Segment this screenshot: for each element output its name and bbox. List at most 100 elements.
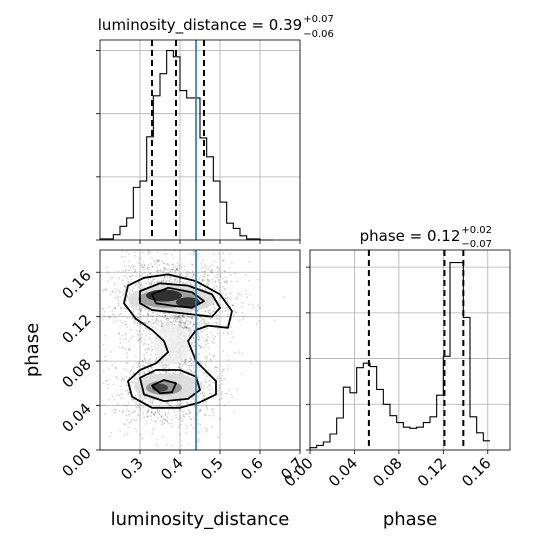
- panel-frame: [99, 249, 301, 451]
- scatter-point: [110, 351, 112, 353]
- scatter-point: [146, 348, 149, 350]
- scatter-point: [205, 358, 208, 361]
- scatter-point: [187, 320, 190, 323]
- scatter-point: [193, 416, 195, 419]
- scatter-point: [147, 278, 150, 280]
- scatter-point: [152, 399, 155, 402]
- scatter-point: [131, 411, 134, 414]
- scatter-point: [159, 319, 162, 322]
- scatter-point: [196, 440, 199, 443]
- scatter-point: [142, 361, 145, 363]
- scatter-point: [124, 285, 126, 288]
- scatter-point: [108, 398, 111, 401]
- scatter-point: [144, 362, 147, 364]
- scatter-point: [165, 443, 168, 446]
- scatter-point: [120, 392, 123, 395]
- scatter-point: [225, 324, 228, 327]
- scatter-point: [130, 369, 133, 372]
- scatter-point: [113, 412, 116, 415]
- scatter-point: [147, 250, 150, 252]
- scatter-point: [216, 273, 219, 276]
- scatter-point: [184, 275, 187, 278]
- scatter-point: [137, 413, 140, 416]
- scatter-point: [146, 410, 149, 413]
- scatter-point: [190, 329, 192, 332]
- scatter-point: [153, 260, 156, 263]
- scatter-point: [135, 429, 138, 432]
- scatter-point: [225, 307, 228, 309]
- scatter-point: [171, 425, 173, 428]
- scatter-point: [158, 228, 160, 230]
- scatter-point: [169, 404, 172, 407]
- scatter-point: [244, 289, 247, 292]
- scatter-point: [216, 276, 218, 279]
- scatter-point: [111, 409, 114, 412]
- scatter-point: [192, 364, 195, 367]
- scatter-point: [181, 315, 184, 317]
- scatter-point: [117, 270, 120, 273]
- scatter-point: [151, 326, 154, 329]
- scatter-point: [180, 367, 183, 370]
- scatter-point: [146, 351, 149, 354]
- scatter-point: [142, 266, 145, 269]
- scatter-point: [205, 378, 208, 381]
- scatter-point: [114, 375, 117, 378]
- scatter-point: [204, 339, 207, 342]
- scatter-point: [131, 398, 134, 401]
- x-tick-label: 0.04: [325, 454, 361, 490]
- scatter-point: [142, 406, 145, 409]
- scatter-point: [133, 265, 136, 268]
- scatter-point: [114, 316, 116, 319]
- scatter-point: [197, 376, 200, 379]
- scatter-point: [119, 337, 122, 340]
- contour-lines: [123, 273, 233, 409]
- scatter-point: [204, 322, 206, 325]
- scatter-point: [282, 296, 285, 299]
- scatter-point: [206, 335, 209, 338]
- scatter-point: [171, 322, 174, 325]
- scatter-point: [157, 417, 160, 419]
- scatter-point: [159, 372, 162, 375]
- scatter-point: [190, 331, 192, 333]
- scatter-point: [196, 252, 199, 255]
- scatter-point: [167, 317, 169, 320]
- scatter-point: [126, 362, 129, 365]
- scatter-point: [125, 356, 128, 359]
- scatter-point: [115, 393, 118, 396]
- scatter-point: [156, 280, 159, 283]
- scatter-point: [190, 275, 192, 278]
- scatter-point: [188, 335, 191, 337]
- scatter-point: [122, 368, 125, 370]
- scatter-point: [147, 409, 150, 412]
- scatter-point: [164, 370, 167, 373]
- scatter-point: [124, 348, 127, 351]
- scatter-point: [113, 284, 116, 286]
- scatter-point: [193, 323, 195, 326]
- scatter-point: [169, 270, 172, 272]
- scatter-point: [177, 410, 180, 413]
- x-tick-label: 0.6: [237, 454, 267, 484]
- scatter-point: [170, 278, 172, 281]
- scatter-point: [183, 325, 186, 328]
- scatter-point: [160, 280, 163, 283]
- scatter-point: [183, 362, 186, 365]
- scatter-point: [204, 363, 207, 366]
- scatter-point: [237, 292, 240, 295]
- scatter-point: [199, 408, 202, 411]
- scatter-point: [156, 409, 159, 412]
- scatter-point: [197, 278, 200, 280]
- scatter-point: [156, 245, 158, 247]
- scatter-point: [114, 296, 117, 299]
- scatter-point: [138, 362, 141, 365]
- scatter-point: [230, 393, 233, 396]
- scatter-point: [150, 418, 153, 421]
- scatter-point: [214, 281, 217, 284]
- scatter-point: [179, 371, 182, 374]
- scatter-point: [227, 296, 229, 299]
- scatter-point: [188, 410, 191, 413]
- scatter-point: [137, 286, 140, 289]
- scatter-point: [193, 405, 196, 408]
- scatter-point: [207, 274, 209, 276]
- scatter-point: [181, 401, 184, 404]
- scatter-point: [104, 334, 107, 337]
